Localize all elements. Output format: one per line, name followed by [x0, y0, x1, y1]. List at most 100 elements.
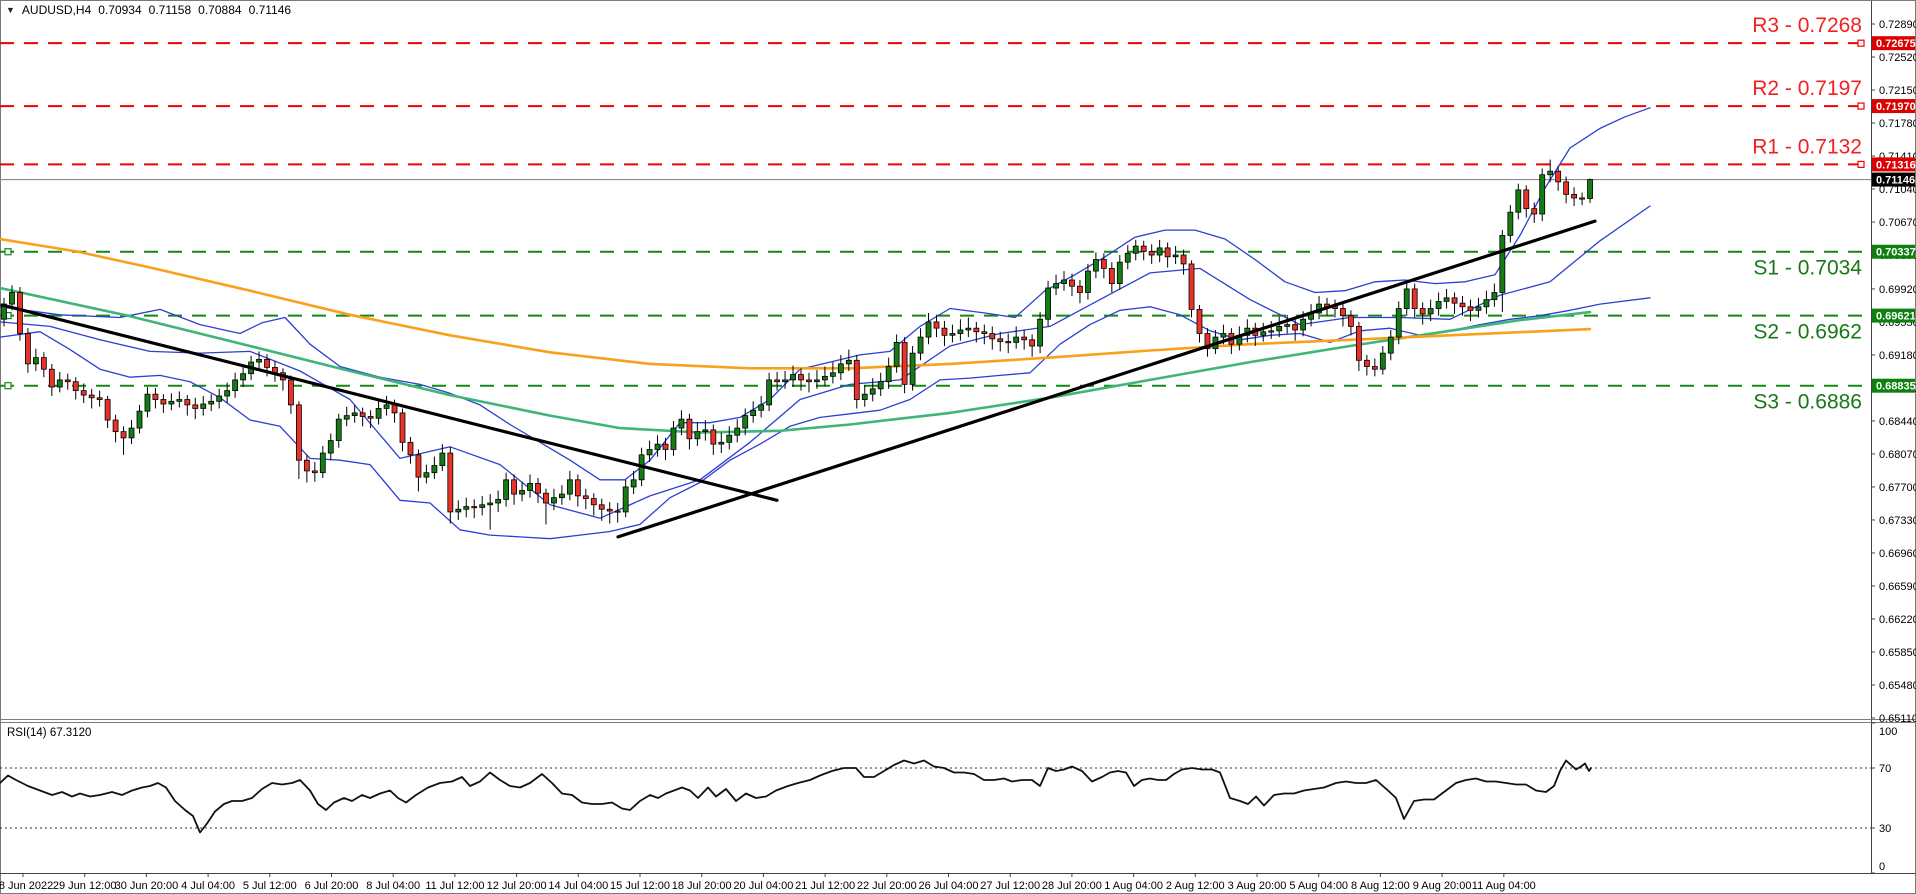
- svg-text:30 Jun 20:00: 30 Jun 20:00: [115, 880, 179, 892]
- bear-candle: [311, 470, 318, 474]
- bull-candle: [1379, 352, 1386, 370]
- bull-candle: [678, 418, 685, 429]
- bull-candle: [1547, 170, 1554, 176]
- bull-candle: [885, 366, 892, 383]
- svg-text:S1 - 0.7034: S1 - 0.7034: [1753, 257, 1862, 280]
- bear-candle: [1419, 308, 1426, 315]
- bear-candle: [415, 454, 422, 478]
- ma-green: [0, 286, 1592, 434]
- bear-candle: [901, 342, 908, 385]
- chart-collapse-icon[interactable]: ▼: [6, 5, 15, 15]
- svg-text:0: 0: [1879, 861, 1885, 873]
- price-axis[interactable]: 0.728900.725200.721500.717800.714100.710…: [1871, 19, 1916, 725]
- bull-candle: [240, 373, 247, 381]
- bull-candle: [694, 431, 701, 440]
- bull-candle: [869, 388, 876, 395]
- svg-text:0.66960: 0.66960: [1879, 548, 1916, 560]
- bear-candle: [806, 379, 812, 383]
- quote-close: 0.71146: [248, 3, 292, 17]
- svg-text:0.67330: 0.67330: [1879, 515, 1916, 527]
- bear-candle: [264, 358, 270, 368]
- bull-candle: [487, 502, 494, 506]
- bull-candle: [1053, 283, 1059, 289]
- bear-candle: [120, 431, 127, 439]
- svg-text:0.66590: 0.66590: [1879, 581, 1916, 593]
- bear-candle: [80, 390, 87, 396]
- bull-candle: [957, 329, 964, 334]
- bull-candle: [319, 452, 326, 474]
- svg-text:20 Jul 04:00: 20 Jul 04:00: [733, 880, 793, 892]
- bear-candle: [391, 404, 398, 414]
- bull-candle: [519, 490, 525, 495]
- bull-candle: [256, 358, 262, 363]
- bull-candle: [1085, 270, 1091, 293]
- svg-text:0.72150: 0.72150: [1879, 85, 1916, 97]
- svg-text:28 Jul 20:00: 28 Jul 20:00: [1042, 880, 1102, 892]
- bull-candle: [782, 379, 788, 383]
- svg-text:18 Jul 20:00: 18 Jul 20:00: [672, 880, 732, 892]
- svg-text:29 Jun 12:00: 29 Jun 12:00: [53, 880, 117, 892]
- bear-candle: [1563, 181, 1570, 195]
- bear-candle: [1164, 247, 1171, 258]
- bull-candle: [423, 472, 430, 478]
- svg-text:27 Jul 12:00: 27 Jul 12:00: [980, 880, 1040, 892]
- bull-candle: [1124, 252, 1131, 263]
- svg-text:4 Jul 04:00: 4 Jul 04:00: [181, 880, 235, 892]
- bear-candle: [1021, 336, 1028, 341]
- bear-candle: [686, 418, 693, 440]
- bear-candle: [973, 327, 980, 333]
- bear-candle: [359, 412, 366, 417]
- rsi-scale[interactable]: 100 70 30 0: [1871, 722, 1897, 874]
- svg-text:11 Aug 04:00: 11 Aug 04:00: [1472, 880, 1536, 892]
- bull-candle: [527, 482, 533, 491]
- bull-candle: [176, 399, 183, 402]
- bull-candle: [702, 429, 709, 433]
- bull-candle: [734, 427, 741, 436]
- bear-candle: [112, 419, 119, 433]
- bull-candle: [742, 415, 749, 429]
- bear-candle: [1148, 251, 1155, 256]
- bull-candle: [1427, 308, 1434, 315]
- bear-candle: [981, 331, 988, 334]
- bear-candle: [1459, 302, 1466, 308]
- bull-candle: [1092, 259, 1099, 272]
- bear-candle: [25, 333, 31, 365]
- bear-candle: [160, 399, 167, 405]
- bear-candle: [1180, 254, 1187, 265]
- svg-text:5 Jul 12:00: 5 Jul 12:00: [243, 880, 297, 892]
- ma-orange: [0, 237, 1592, 370]
- bear-candle: [1029, 339, 1036, 347]
- svg-text:1 Aug 04:00: 1 Aug 04:00: [1104, 880, 1163, 892]
- bear-candle: [1571, 193, 1577, 199]
- descending-trendline[interactable]: [0, 303, 779, 502]
- svg-text:0.72520: 0.72520: [1879, 52, 1916, 64]
- svg-text:0.71146: 0.71146: [1876, 175, 1915, 187]
- bull-candle: [845, 359, 852, 365]
- bear-candle: [662, 443, 669, 450]
- svg-text:5 Aug 04:00: 5 Aug 04:00: [1289, 880, 1348, 892]
- svg-text:0.69920: 0.69920: [1879, 284, 1916, 296]
- bull-candle: [630, 479, 637, 488]
- bull-candle: [479, 504, 486, 508]
- svg-text:3 Aug 20:00: 3 Aug 20:00: [1228, 880, 1287, 892]
- svg-text:S3 - 0.6886: S3 - 0.6886: [1753, 391, 1862, 414]
- bear-candle: [1579, 197, 1585, 200]
- bear-candle: [184, 399, 191, 406]
- rsi-pane: [0, 759, 1871, 834]
- bull-candle: [144, 393, 151, 412]
- bear-candle: [1371, 366, 1378, 370]
- bear-candle: [941, 327, 948, 336]
- svg-text:9 Aug 20:00: 9 Aug 20:00: [1413, 880, 1472, 892]
- svg-text:0.65110: 0.65110: [1879, 713, 1916, 725]
- svg-text:0.65850: 0.65850: [1879, 647, 1916, 659]
- bull-candle: [1403, 288, 1410, 309]
- symbol-info: ▼ AUDUSD,H4 0.70934 0.71158 0.70884 0.71…: [6, 3, 291, 17]
- bull-candle: [1061, 279, 1067, 284]
- ascending-trendline[interactable]: [616, 219, 1597, 539]
- svg-text:15 Jul 12:00: 15 Jul 12:00: [610, 880, 670, 892]
- bull-candle: [439, 452, 446, 466]
